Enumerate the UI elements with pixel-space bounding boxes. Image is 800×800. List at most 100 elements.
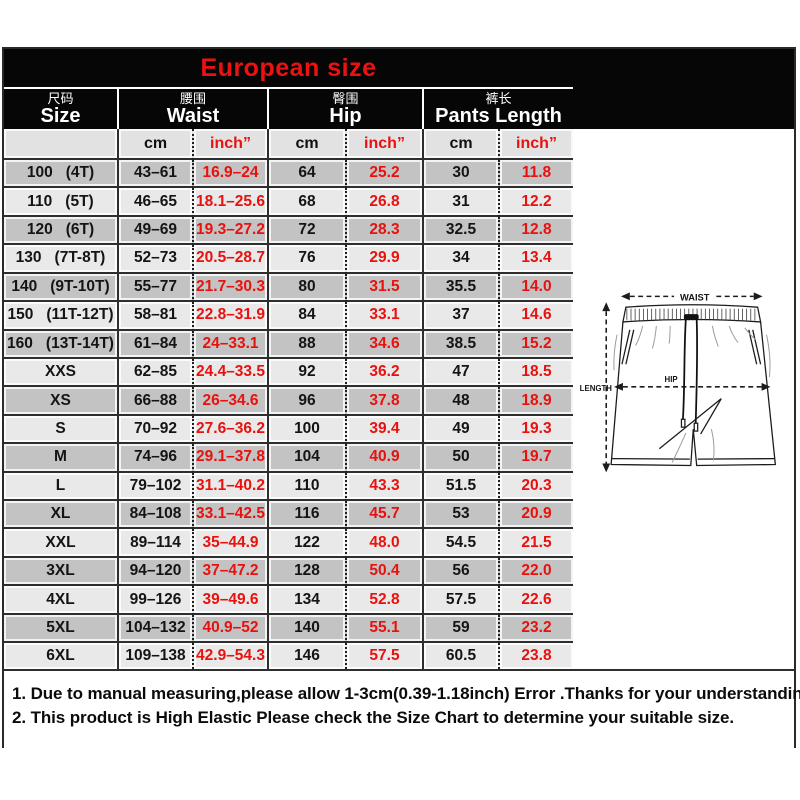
- size-age-tag: (13T-14T): [45, 334, 114, 352]
- table-row: L 79–102 31.1–40.2 110 43.3 51.5 20.3: [4, 472, 573, 502]
- waist-inch-cell: 27.6–36.2: [192, 415, 267, 445]
- size-value: 130: [15, 249, 42, 267]
- size-age-tag: (9T-10T): [50, 277, 110, 295]
- length-cm-cell: 54.5: [422, 529, 498, 558]
- waist-inch-cell: 20.5–28.7: [192, 245, 267, 274]
- hip-inch-header: inch”: [345, 129, 422, 160]
- size-cell: 130 (7T-8T): [4, 245, 117, 274]
- length-inch-cell: 23.2: [498, 614, 573, 644]
- length-cm-cell: 56: [422, 557, 498, 587]
- length-cm-cell: 59: [422, 614, 498, 644]
- length-inch-cell: 14.0: [498, 273, 573, 303]
- length-arrow: LENGTH: [580, 302, 613, 473]
- length-inch-header: inch”: [498, 129, 573, 160]
- size-cell: 110 (5T): [4, 188, 117, 217]
- hip-inch-cell: 55.1: [345, 614, 422, 644]
- size-value: 3XL: [46, 562, 75, 580]
- length-inch-cell: 13.4: [498, 245, 573, 274]
- length-inch-cell: 22.0: [498, 557, 573, 587]
- length-inch-cell: 22.6: [498, 586, 573, 615]
- length-cm-cell: 57.5: [422, 586, 498, 615]
- waist-inch-header: inch”: [192, 129, 267, 160]
- waist-inch-cell: 31.1–40.2: [192, 472, 267, 502]
- table-row: 140 (9T-10T) 55–77 21.7–30.3 80 31.5 35.5 14.0: [4, 273, 573, 303]
- hip-inch-cell: 37.8: [345, 387, 422, 416]
- hip-cm-cell: 88: [267, 330, 345, 359]
- length-cm-cell: 50: [422, 444, 498, 473]
- waist-inch-cell: 40.9–52: [192, 614, 267, 644]
- hip-arrow: HIP: [614, 375, 771, 391]
- size-value: XL: [50, 505, 71, 523]
- waist-inch-cell: 21.7–30.3: [192, 273, 267, 303]
- hip-cm-cell: 140: [267, 614, 345, 644]
- hip-cm-cell: 100: [267, 415, 345, 445]
- waist-inch-cell: 24.4–33.5: [192, 358, 267, 388]
- hip-cm-cell: 72: [267, 216, 345, 246]
- size-cell: 6XL: [4, 643, 117, 669]
- size-value: 100: [26, 164, 53, 182]
- waist-inch-cell: 33.1–42.5: [192, 501, 267, 530]
- size-cell: M: [4, 444, 117, 473]
- hip-inch-cell: 40.9: [345, 444, 422, 473]
- length-inch-cell: 20.9: [498, 501, 573, 530]
- size-age-tag: (5T): [65, 192, 94, 210]
- hip-inch-cell: 26.8: [345, 188, 422, 217]
- shorts-outline: [610, 321, 777, 467]
- hip-cm-cell: 122: [267, 529, 345, 558]
- hip-cm-cell: 68: [267, 188, 345, 217]
- waist-cm-cell: 62–85: [117, 358, 192, 388]
- size-value: 150: [7, 306, 34, 324]
- table-row: 130 (7T-8T) 52–73 20.5–28.7 76 29.9 34 13.4: [4, 245, 573, 274]
- length-cm-cell: 60.5: [422, 643, 498, 669]
- hip-inch-cell: 48.0: [345, 529, 422, 558]
- size-value: XS: [50, 391, 71, 409]
- side-pockets: [621, 329, 762, 365]
- hip-inch-cell: 34.6: [345, 330, 422, 359]
- waist-cm-cell: 79–102: [117, 472, 192, 502]
- size-cell: S: [4, 415, 117, 445]
- length-inch-cell: 21.5: [498, 529, 573, 558]
- length-cm-cell: 32.5: [422, 216, 498, 246]
- size-value: 160: [7, 334, 33, 352]
- size-age-tag: (6T): [65, 221, 95, 239]
- size-cell: 160 (13T-14T): [4, 330, 117, 359]
- size-cell: 140 (9T-10T): [4, 273, 117, 303]
- table-row: 160 (13T-14T) 61–84 24–33.1 88 34.6 38.5 15.2: [4, 330, 573, 359]
- header-band: European size 尺码 Size 腰围 Waist 臀围 Hip 裤长…: [4, 49, 794, 129]
- size-value: XXS: [44, 363, 76, 381]
- hip-cm-cell: 116: [267, 501, 345, 530]
- note-line-1: 1. Due to manual measuring,please allow …: [12, 684, 800, 703]
- waist-cm-cell: 104–132: [117, 614, 192, 644]
- column-header-size: 尺码 Size: [4, 89, 117, 129]
- waist-arrow: WAIST: [620, 292, 763, 302]
- length-cm-header: cm: [422, 129, 498, 160]
- waist-cm-cell: 109–138: [117, 643, 192, 669]
- table-row: S 70–92 27.6–36.2 100 39.4 49 19.3: [4, 415, 573, 445]
- size-label-zh: 尺码: [47, 91, 74, 106]
- table-row: 4XL 99–126 39–49.6 134 52.8 57.5 22.6: [4, 586, 573, 615]
- hip-inch-cell: 43.3: [345, 472, 422, 502]
- waist-inch-cell: 35–44.9: [192, 529, 267, 558]
- table-row: 120 (6T) 49–69 19.3–27.2 72 28.3 32.5 12.8: [4, 216, 573, 246]
- length-cm-cell: 48: [422, 387, 498, 416]
- hip-cm-cell: 104: [267, 444, 345, 473]
- waist-inch-cell: 42.9–54.3: [192, 643, 267, 669]
- size-age-tag: (4T): [65, 164, 95, 182]
- hip-inch-cell: 29.9: [345, 245, 422, 274]
- fabric-wrinkles: [613, 325, 771, 463]
- column-group-headers: 尺码 Size 腰围 Waist 臀围 Hip 裤长 Pants Length: [4, 87, 573, 129]
- length-inch-cell: 12.8: [498, 216, 573, 246]
- length-inch-cell: 15.2: [498, 330, 573, 359]
- length-measure-label: LENGTH: [580, 384, 613, 393]
- size-cell: L: [4, 472, 117, 502]
- length-inch-cell: 18.5: [498, 358, 573, 388]
- size-age-tag: (7T-8T): [54, 249, 106, 267]
- units-row: cm inch” cm inch” cm inch”: [4, 129, 573, 160]
- hip-cm-cell: 96: [267, 387, 345, 416]
- size-chart-table: cm inch” cm inch” cm inch” 100 (4T) 43–61 1…: [4, 129, 573, 669]
- size-value: 140: [11, 277, 38, 295]
- hip-cm-cell: 134: [267, 586, 345, 615]
- waist-cm-header: cm: [117, 129, 192, 160]
- size-cell: 5XL: [4, 614, 117, 644]
- hip-inch-cell: 31.5: [345, 273, 422, 303]
